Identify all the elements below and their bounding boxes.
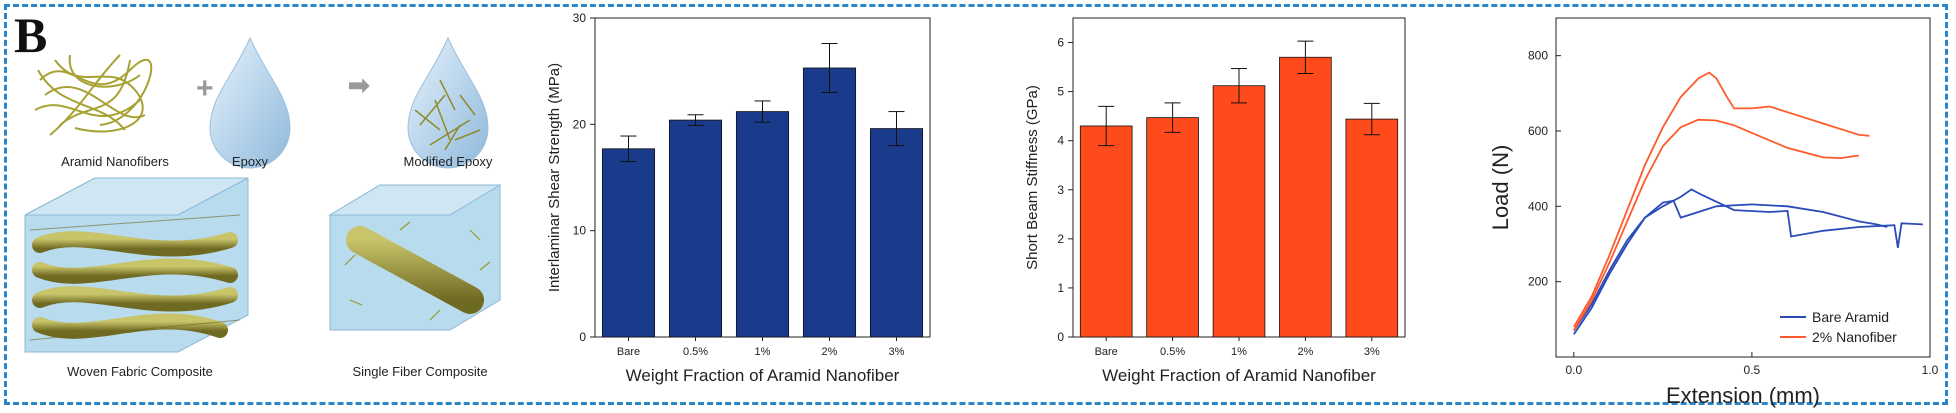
series-line-bare-aramid bbox=[1573, 199, 1888, 335]
y-tick-label: 600 bbox=[1528, 124, 1548, 138]
arrow-right-icon: ➡ bbox=[348, 70, 370, 100]
label-single-fiber-composite: Single Fiber Composite bbox=[352, 364, 488, 379]
y-tick-label: 20 bbox=[573, 117, 587, 131]
y-tick-label: 400 bbox=[1528, 199, 1548, 213]
series-line-2-nanofiber bbox=[1573, 118, 1859, 332]
bar-0.5% bbox=[668, 119, 723, 338]
x-tick-label: 1% bbox=[755, 346, 771, 358]
bar-2% bbox=[1279, 56, 1332, 338]
y-axis-label: Short Beam Stiffness (GPa) bbox=[1024, 85, 1041, 270]
x-tick-label: 1% bbox=[1231, 346, 1247, 358]
x-tick-label: 2% bbox=[1297, 346, 1313, 358]
x-tick-label: 3% bbox=[889, 346, 905, 358]
legend-label: 2% Nanofiber bbox=[1812, 329, 1897, 345]
y-tick-label: 800 bbox=[1528, 49, 1548, 63]
single-fiber-composite-icon bbox=[328, 184, 502, 331]
y-tick-label: 30 bbox=[573, 11, 587, 25]
y-tick-label: 10 bbox=[573, 224, 587, 238]
bar-3% bbox=[869, 128, 924, 338]
legend-label: Bare Aramid bbox=[1812, 309, 1889, 325]
modified-epoxy-drop-icon bbox=[407, 36, 489, 169]
x-axis-label: Weight Fraction of Aramid Nanofiber bbox=[1102, 366, 1376, 385]
schematic bbox=[24, 36, 502, 353]
x-tick-label: 2% bbox=[822, 346, 838, 358]
x-tick-label: 0.0 bbox=[1565, 363, 1582, 377]
panel-label: B bbox=[14, 7, 48, 63]
plus-sign: + bbox=[196, 72, 214, 105]
y-axis-label: Load (N) bbox=[1488, 145, 1513, 231]
bar-Bare bbox=[1079, 125, 1133, 338]
y-tick-label: 1 bbox=[1057, 281, 1064, 295]
epoxy-drop-icon bbox=[209, 36, 291, 169]
y-tick-label: 2 bbox=[1057, 232, 1064, 246]
x-tick-label: Bare bbox=[617, 346, 640, 358]
x-tick-label: Bare bbox=[1095, 346, 1118, 358]
y-axis-label: Interlaminar Shear Strength (MPa) bbox=[546, 63, 563, 292]
figure-frame bbox=[4, 4, 1948, 405]
bar-3% bbox=[1345, 118, 1399, 338]
bar-0.5% bbox=[1146, 117, 1199, 338]
label-epoxy: Epoxy bbox=[231, 154, 269, 169]
y-tick-label: 5 bbox=[1057, 85, 1064, 99]
woven-fabric-composite-icon bbox=[24, 177, 249, 353]
bar-1% bbox=[1212, 85, 1266, 338]
x-tick-label: 1.0 bbox=[1922, 363, 1939, 377]
x-tick-label: 0.5% bbox=[1160, 346, 1185, 358]
bar-2% bbox=[802, 67, 857, 338]
load-extension-chart bbox=[1555, 17, 1931, 358]
x-tick-label: 3% bbox=[1364, 346, 1380, 358]
x-axis-label: Extension (mm) bbox=[1666, 383, 1820, 408]
y-tick-label: 0 bbox=[1057, 330, 1064, 344]
bar-1% bbox=[735, 111, 790, 338]
nanofiber-tangle-icon bbox=[34, 54, 153, 136]
y-tick-label: 6 bbox=[1057, 36, 1064, 50]
bar-chart-0 bbox=[590, 17, 931, 341]
bar-Bare bbox=[601, 148, 656, 338]
series-line-bare-aramid bbox=[1573, 188, 1923, 332]
y-tick-label: 4 bbox=[1057, 134, 1064, 148]
y-tick-label: 200 bbox=[1528, 275, 1548, 289]
y-tick-label: 0 bbox=[579, 330, 586, 344]
plot-frame bbox=[1555, 17, 1931, 358]
x-axis-label: Weight Fraction of Aramid Nanofiber bbox=[626, 366, 900, 385]
x-tick-label: 0.5 bbox=[1744, 363, 1761, 377]
series-line-2-nanofiber bbox=[1573, 71, 1870, 328]
label-woven-fabric-composite: Woven Fabric Composite bbox=[67, 364, 213, 379]
bar-chart-1 bbox=[1068, 17, 1406, 341]
x-tick-label: 0.5% bbox=[683, 346, 708, 358]
label-aramid-nanofibers: Aramid Nanofibers bbox=[61, 154, 169, 169]
label-modified-epoxy: Modified Epoxy bbox=[403, 154, 493, 169]
y-tick-label: 3 bbox=[1057, 183, 1064, 197]
